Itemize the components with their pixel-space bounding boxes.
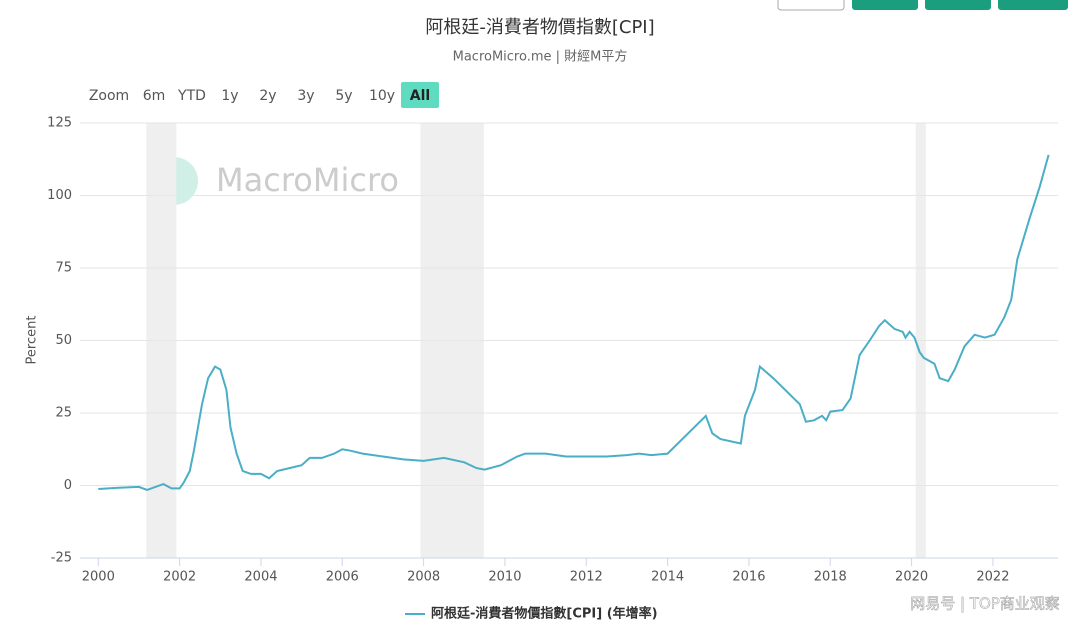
- toolbar-button[interactable]: [998, 0, 1068, 10]
- y-tick-label: 125: [47, 116, 72, 131]
- x-tick-label: 2014: [651, 570, 684, 585]
- x-tick-label: 2010: [488, 570, 521, 585]
- y-axis-label: Percent: [25, 316, 40, 365]
- x-tick-label: 2002: [163, 570, 196, 585]
- data-line: [98, 154, 1050, 491]
- toolbar-button[interactable]: [852, 0, 918, 10]
- range-button[interactable]: 6m: [143, 88, 166, 104]
- range-button[interactable]: All: [410, 88, 430, 104]
- x-tick-label: 2008: [407, 570, 440, 585]
- y-tick-label: 50: [55, 333, 72, 348]
- x-tick-label: 2020: [895, 570, 928, 585]
- range-label: Zoom: [89, 88, 129, 104]
- legend-label[interactable]: 阿根廷-消費者物價指數[CPI] (年增率): [431, 606, 658, 622]
- toolbar-button[interactable]: [777, 0, 845, 11]
- y-tick-label: -25: [51, 551, 72, 566]
- footer-watermark: 网易号 | TOP商业观察: [910, 595, 1060, 613]
- chart-subtitle: MacroMicro.me | 財經M平方: [453, 49, 628, 65]
- x-tick-label: 2006: [326, 570, 359, 585]
- range-button-active[interactable]: [401, 82, 439, 108]
- y-tick-label: 25: [55, 406, 72, 421]
- x-tick-label: 2000: [82, 570, 115, 585]
- range-button[interactable]: 1y: [221, 88, 238, 104]
- x-tick-label: 2022: [976, 570, 1009, 585]
- y-tick-label: 75: [55, 261, 72, 276]
- x-tick-label: 2018: [814, 570, 847, 585]
- range-button[interactable]: 2y: [259, 88, 276, 104]
- chart-title: 阿根廷-消費者物價指數[CPI]: [425, 17, 654, 38]
- range-button[interactable]: 5y: [335, 88, 352, 104]
- range-button[interactable]: 3y: [297, 88, 314, 104]
- toolbar-button[interactable]: [925, 0, 991, 10]
- x-tick-label: 2016: [732, 570, 765, 585]
- watermark: MacroMicro: [216, 161, 399, 199]
- x-tick-label: 2012: [570, 570, 603, 585]
- range-button[interactable]: YTD: [177, 88, 206, 104]
- x-tick-label: 2004: [244, 570, 277, 585]
- y-tick-label: 0: [64, 478, 72, 493]
- range-button[interactable]: 10y: [369, 88, 395, 104]
- y-tick-label: 100: [47, 188, 72, 203]
